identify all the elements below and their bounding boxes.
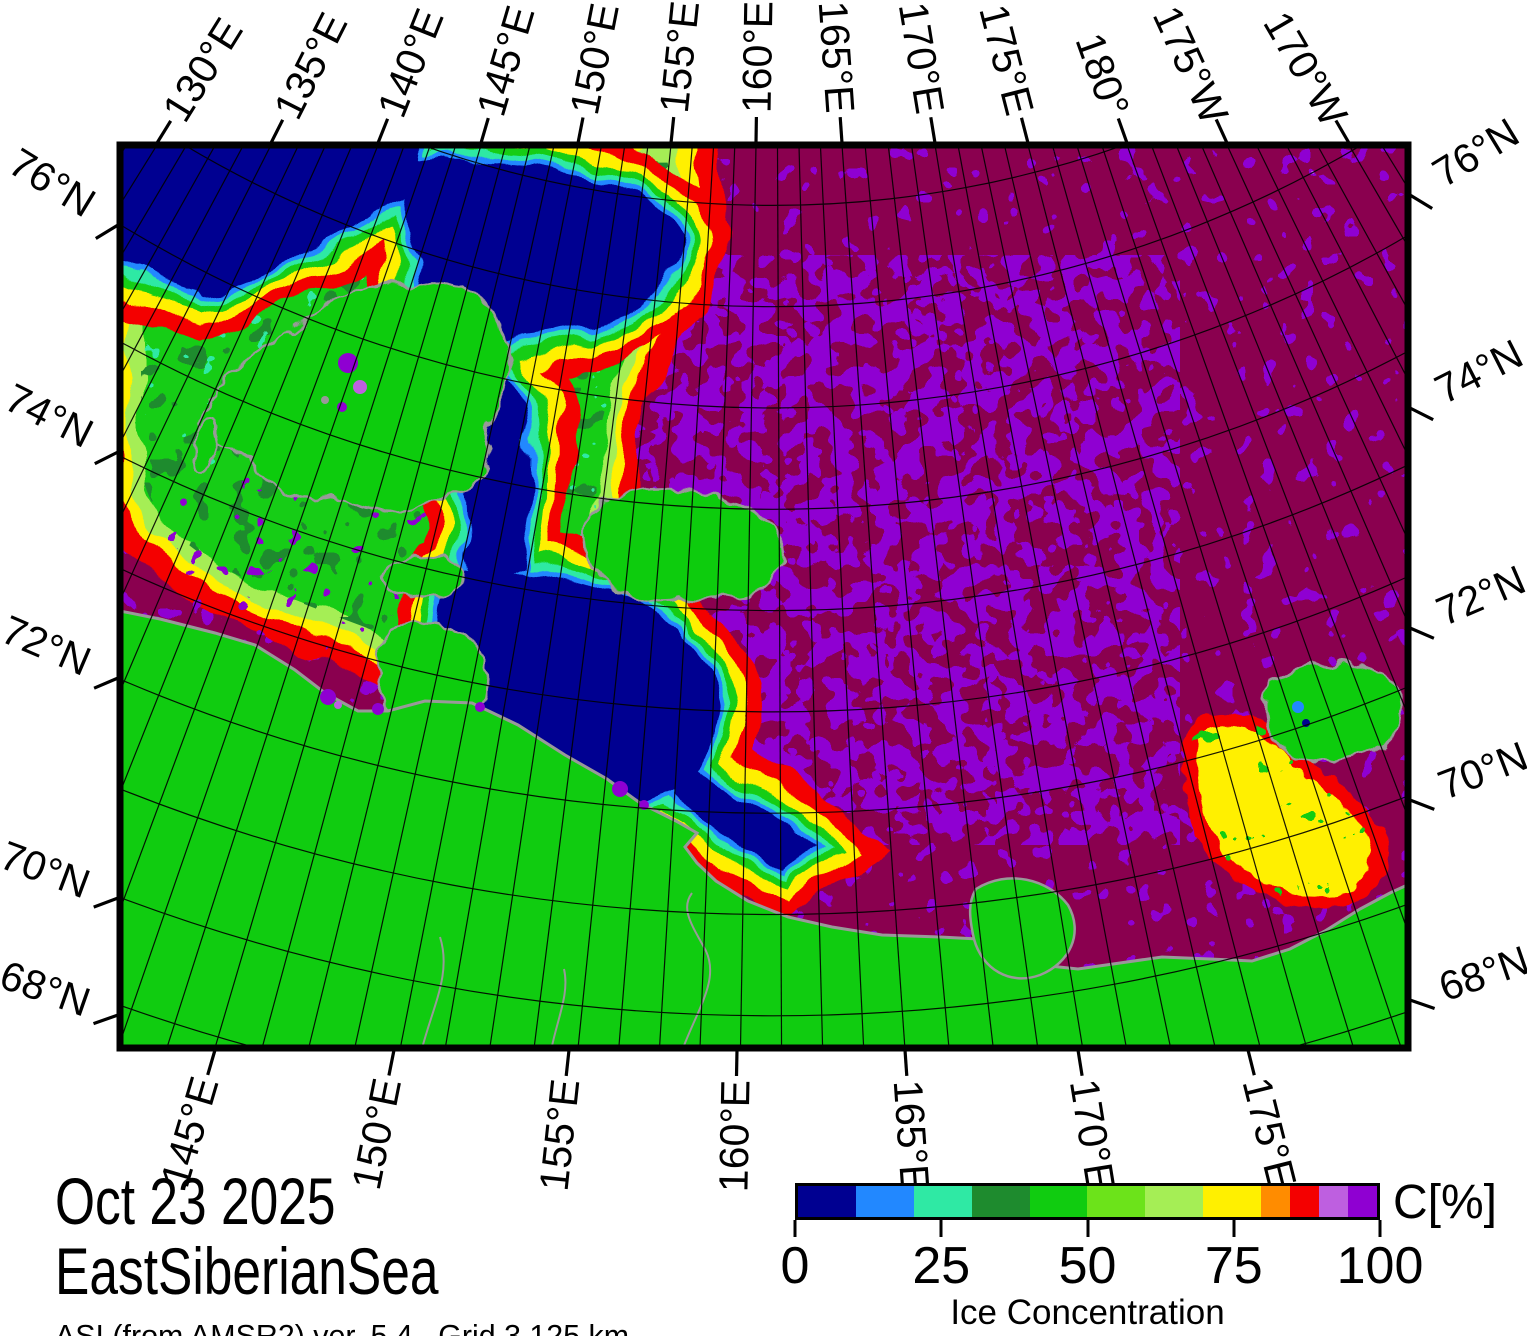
tick-mark xyxy=(479,117,490,144)
colorbar-tick xyxy=(1086,1220,1089,1237)
colorbar-segment xyxy=(1145,1186,1204,1217)
colorbar-tick xyxy=(939,1220,943,1237)
tick-mark xyxy=(1409,193,1434,210)
colorbar-segment xyxy=(1261,1186,1291,1217)
tick-mark xyxy=(1409,626,1435,640)
colorbar-segment xyxy=(1087,1186,1146,1217)
tick-mark xyxy=(93,896,119,909)
colorbar-segment xyxy=(1203,1186,1262,1217)
top-axis-label: 165°E xyxy=(809,0,864,115)
tick-mark xyxy=(206,1049,217,1076)
tick-mark xyxy=(903,1049,909,1077)
colorbar-ticks xyxy=(793,1220,1382,1238)
colorbar-segment xyxy=(1029,1186,1088,1217)
colorbar-tick-label: 0 xyxy=(780,1237,810,1295)
colorbar-tick xyxy=(1232,1220,1236,1237)
tick-mark xyxy=(564,1049,571,1077)
coastal-wetland-dots xyxy=(320,689,649,810)
colorbar-tick-label: 100 xyxy=(1336,1237,1424,1295)
colorbar-segment xyxy=(971,1186,1030,1217)
tick-mark xyxy=(669,116,676,144)
tick-mark xyxy=(92,1013,119,1026)
new-siberian-islands xyxy=(191,281,785,737)
tick-mark xyxy=(734,1049,739,1077)
colorbar-gradient xyxy=(795,1183,1380,1220)
tick-mark xyxy=(1246,1049,1256,1076)
tick-mark xyxy=(1116,117,1129,144)
colorbar-segment xyxy=(1347,1186,1377,1217)
tick-mark xyxy=(155,120,173,144)
axis-ticks xyxy=(92,116,1436,1077)
tick-mark xyxy=(1214,118,1229,144)
tick-mark xyxy=(94,450,119,466)
caption-block: Oct 23 2025 EastSiberianSea ASI (from AM… xyxy=(55,1168,641,1336)
colorbar-segment xyxy=(798,1186,856,1217)
region-label: EastSiberianSea xyxy=(55,1234,439,1308)
source-label: ASI (from AMSR2) ver. 5.4, Grid 3.125 km xyxy=(55,1318,630,1336)
colorbar-segment xyxy=(1319,1186,1348,1217)
colorbar-tick-label: 25 xyxy=(912,1237,971,1295)
colorbar-unit-label: C[%] xyxy=(1393,1176,1498,1229)
bottom-axis-label: 160°E xyxy=(710,1079,759,1193)
colorbar-tick-label: 50 xyxy=(1058,1237,1117,1295)
top-axis-label: 155°E xyxy=(650,0,709,116)
tick-mark xyxy=(576,117,585,144)
tick-mark xyxy=(94,223,119,240)
colorbar: 0 25 50 75 100 C[%] Ice Concentration xyxy=(781,1179,1497,1331)
colorbar-tick-label: 75 xyxy=(1204,1237,1263,1295)
tick-mark xyxy=(269,119,285,144)
colorbar-tick xyxy=(793,1220,797,1237)
top-axis-label: 160°E xyxy=(733,0,781,114)
tick-mark xyxy=(1019,117,1030,144)
tick-mark xyxy=(838,116,844,144)
tick-mark xyxy=(376,118,390,144)
tick-mark xyxy=(1409,998,1436,1011)
tick-mark xyxy=(929,117,937,144)
colorbar-tick-labels: 0 25 50 75 100 xyxy=(781,1237,1424,1295)
colorbar-segment xyxy=(913,1186,972,1217)
tick-mark xyxy=(93,676,119,690)
tick-mark xyxy=(1334,119,1351,144)
tick-mark xyxy=(1076,1049,1084,1076)
date-label: Oct 23 2025 xyxy=(55,1164,336,1238)
colorbar-segment xyxy=(1290,1186,1319,1217)
tick-mark xyxy=(1409,406,1434,422)
map-border xyxy=(116,141,1412,1052)
bottom-axis-label: 165°E xyxy=(884,1078,939,1194)
tick-mark xyxy=(387,1049,396,1076)
colorbar-tick xyxy=(1378,1220,1382,1237)
tick-mark xyxy=(1409,798,1435,811)
colorbar-caption: Ice Concentration xyxy=(950,1293,1225,1332)
colorbar-segment xyxy=(855,1186,914,1217)
map-raster xyxy=(120,145,1408,1048)
